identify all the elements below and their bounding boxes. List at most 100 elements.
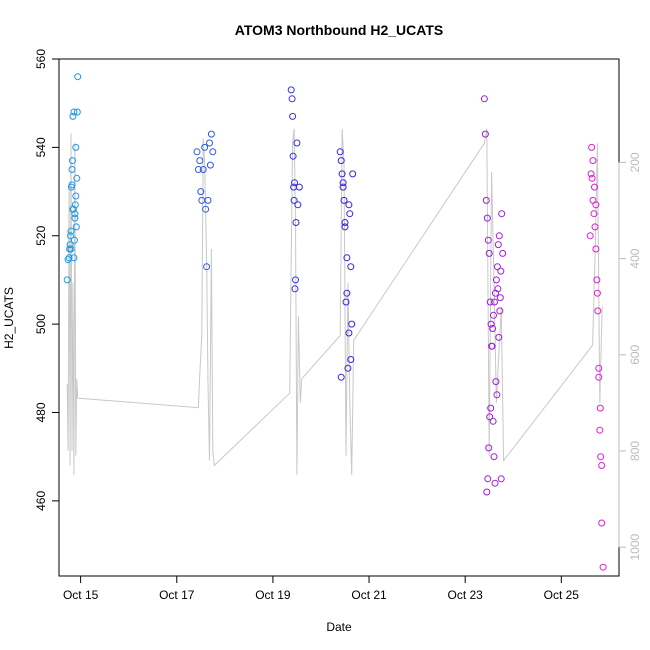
data-point [206, 139, 213, 147]
data-point [491, 479, 499, 487]
data-point [590, 210, 598, 218]
data-point [70, 236, 78, 244]
y2-tick-label: 200 [628, 152, 642, 172]
data-point [339, 183, 347, 191]
data-point [594, 307, 602, 315]
data-point [586, 232, 594, 240]
data-point [291, 179, 298, 187]
y-tick-label: 540 [34, 137, 48, 157]
data-point [598, 462, 606, 469]
data-point [498, 210, 506, 218]
y-tick-label: 480 [34, 402, 48, 422]
x-tick-label: Oct 17 [159, 588, 195, 602]
data-point [490, 311, 497, 319]
data-point [206, 161, 214, 169]
data-point [593, 289, 601, 297]
data-point [596, 426, 604, 434]
plot-frame [58, 58, 620, 577]
data-point [343, 254, 351, 262]
data-point [288, 95, 296, 103]
data-point [68, 181, 76, 189]
data-point [486, 413, 494, 421]
data-point [289, 152, 297, 160]
data-point [209, 148, 217, 156]
data-point [593, 276, 601, 284]
data-point [72, 192, 80, 200]
data-point [292, 219, 300, 226]
data-point [68, 166, 76, 173]
data-point [486, 298, 494, 306]
x-tick-label: Oct 21 [351, 588, 387, 602]
data-point [497, 267, 505, 275]
data-point [345, 201, 353, 209]
data-point [69, 157, 76, 165]
data-point [347, 356, 355, 363]
data-point [338, 170, 346, 178]
data-point [201, 143, 209, 151]
data-point [347, 263, 355, 271]
data-point [490, 453, 498, 461]
data-point [202, 205, 210, 213]
secondary-series [66, 128, 603, 476]
data-point [339, 179, 347, 187]
data-point [197, 188, 205, 196]
x-axis-label: Date [326, 620, 352, 634]
data-point [336, 148, 344, 156]
data-point [346, 210, 354, 218]
data-point [340, 196, 348, 204]
data-point [595, 364, 603, 372]
data-point [497, 475, 505, 483]
data-point [491, 298, 498, 306]
x-tick-label: Oct 19 [255, 588, 291, 602]
data-point [482, 196, 490, 204]
data-points [63, 73, 607, 571]
data-point [72, 143, 80, 151]
data-point [589, 157, 597, 165]
data-point [194, 166, 202, 173]
data-point [343, 289, 351, 297]
data-point [496, 307, 504, 315]
data-point [492, 378, 500, 386]
data-point [496, 294, 504, 302]
data-point [588, 174, 596, 182]
data-point [65, 254, 73, 262]
data-point [67, 232, 74, 240]
data-point [480, 95, 488, 103]
data-point [599, 563, 607, 571]
data-point [291, 285, 299, 293]
data-point [69, 205, 77, 213]
data-point [485, 444, 493, 452]
data-point [67, 245, 75, 253]
data-point [349, 170, 357, 178]
data-point [66, 241, 74, 249]
data-point [341, 219, 349, 226]
data-point [337, 157, 345, 165]
data-point [292, 276, 299, 284]
data-point [591, 183, 598, 191]
x-tick-label: Oct 15 [63, 588, 99, 602]
data-point [74, 73, 82, 81]
data-point [71, 214, 79, 222]
data-point [345, 329, 353, 337]
data-point [485, 249, 493, 257]
data-point [71, 201, 79, 209]
data-point [289, 112, 297, 120]
data-point [489, 417, 497, 425]
data-point [287, 86, 295, 94]
y2-tick-label: 1000 [628, 533, 642, 560]
data-point [592, 245, 600, 253]
data-point [481, 130, 489, 138]
chart-title: ATOM3 Northbound H2_UCATS [235, 22, 443, 38]
data-point [589, 196, 597, 204]
data-point [295, 183, 303, 191]
y-axis: 460 480 500 520 540 560 [34, 49, 60, 511]
y2-tick-label: 400 [628, 248, 642, 268]
data-point [70, 108, 78, 116]
data-point [207, 130, 215, 138]
data-point [492, 289, 499, 297]
data-point [591, 223, 599, 231]
data-point [592, 201, 600, 209]
data-point [492, 276, 500, 284]
data-point [487, 404, 495, 412]
